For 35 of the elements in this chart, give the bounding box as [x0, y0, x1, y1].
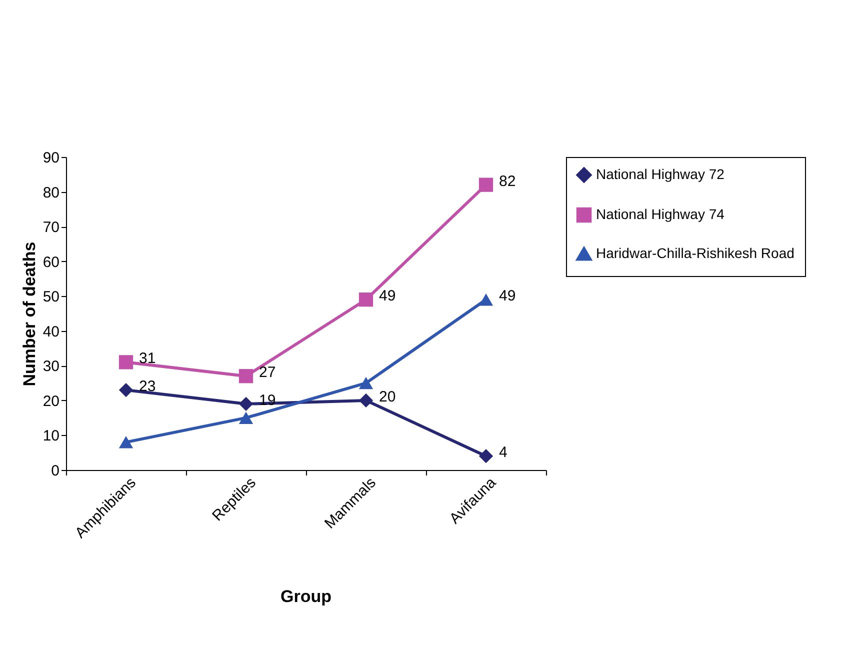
- y-tick-label: 30: [42, 358, 60, 376]
- point: [358, 376, 374, 390]
- point: [478, 293, 494, 306]
- point: [358, 292, 374, 307]
- y-tick-label: 80: [42, 184, 60, 202]
- point: [478, 449, 494, 464]
- point: [238, 396, 254, 411]
- legend-label: Haridwar-Chilla-Rishikesh Road: [596, 245, 794, 261]
- point: [118, 355, 134, 370]
- data-label: 49: [379, 288, 396, 305]
- legend-label: National Highway 72: [596, 166, 725, 182]
- y-tick-label: 50: [42, 288, 60, 306]
- y-tick-label: 20: [42, 392, 60, 410]
- point: [118, 436, 134, 448]
- point: [238, 412, 254, 424]
- legend-label: National Highway 74: [596, 206, 725, 222]
- data-label: 31: [139, 350, 156, 368]
- data-label: 23: [139, 378, 156, 396]
- point: [118, 382, 134, 398]
- point: [358, 393, 374, 408]
- point: [238, 369, 254, 384]
- y-tick-label: 90: [42, 150, 60, 166]
- point: [478, 178, 494, 192]
- data-label: 20: [379, 388, 396, 406]
- y-tick-label: 70: [42, 219, 60, 236]
- data-label: 4: [499, 444, 508, 462]
- data-label: 27: [259, 364, 276, 382]
- data-label: 49: [499, 288, 516, 305]
- y-tick-label: 40: [42, 323, 60, 340]
- data-label: 82: [499, 172, 516, 190]
- y-tick-label: 10: [42, 428, 60, 445]
- y-axis-title: Number of deaths: [20, 242, 39, 386]
- x-axis-title: Group: [280, 587, 332, 606]
- y-tick-label: 60: [42, 254, 60, 271]
- y-tick-label: 0: [51, 462, 60, 480]
